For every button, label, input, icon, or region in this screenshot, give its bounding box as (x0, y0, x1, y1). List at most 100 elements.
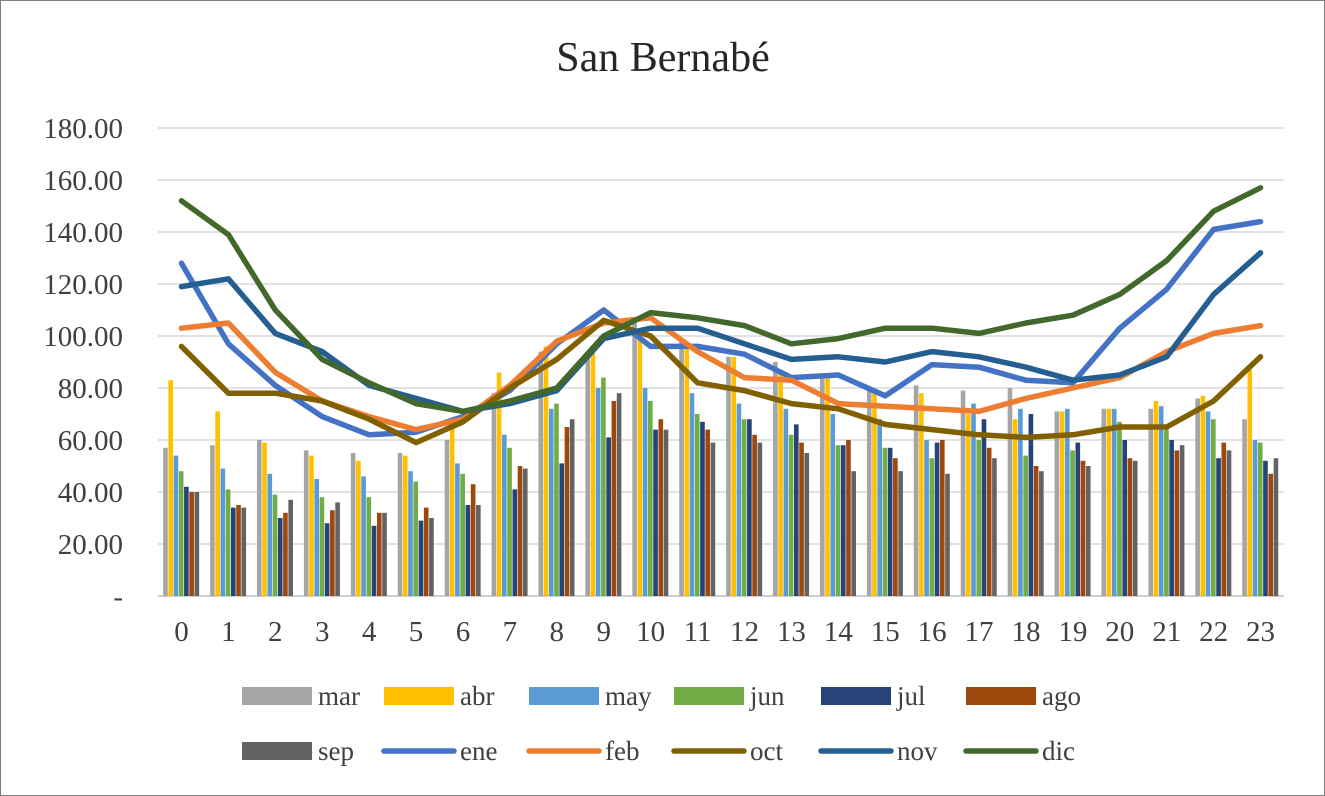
bar-ago-0 (189, 492, 194, 596)
bar-mar-22 (1195, 398, 1200, 596)
x-tick-label: 15 (871, 616, 900, 648)
bar-ago-23 (1268, 473, 1274, 596)
x-tick-label: 10 (636, 616, 665, 648)
legend-swatch (674, 687, 744, 705)
bar-abr-5 (402, 455, 408, 596)
bar-jul-14 (840, 445, 846, 596)
bar-mar-6 (444, 440, 450, 596)
bar-ago-4 (376, 512, 382, 596)
bar-abr-15 (872, 393, 877, 596)
bar-abr-1 (215, 411, 220, 596)
bar-may-11 (689, 393, 695, 596)
bar-ago-8 (564, 427, 570, 596)
bar-ago-1 (236, 505, 241, 596)
bar-sep-17 (992, 458, 997, 596)
bar-ago-3 (330, 510, 335, 596)
bar-ago-11 (705, 429, 711, 596)
legend-label: oct (750, 736, 783, 766)
x-tick-label: 7 (503, 616, 518, 648)
bar-may-18 (1018, 408, 1023, 596)
bar-jun-13 (788, 434, 794, 596)
bar-sep-16 (945, 473, 950, 596)
bar-jul-5 (418, 520, 424, 596)
bar-sep-12 (757, 442, 763, 596)
legend-item-feb: feb (526, 736, 639, 766)
bar-jun-15 (882, 447, 888, 596)
bar-jul-1 (230, 507, 236, 596)
bar-may-5 (408, 471, 413, 596)
bar-jun-6 (460, 473, 465, 596)
bar-ago-17 (986, 447, 992, 596)
bar-ago-20 (1127, 458, 1133, 596)
bar-ago-16 (939, 440, 945, 596)
line-series-dic (178, 185, 1264, 415)
bar-sep-3 (335, 502, 340, 596)
y-tick-label: 40.00 (58, 477, 123, 509)
bar-ago-9 (611, 401, 617, 596)
bar-jun-4 (366, 497, 372, 596)
bar-jul-7 (512, 489, 518, 596)
y-tick-label: 140.00 (43, 217, 123, 249)
bar-jul-11 (700, 421, 705, 596)
bar-may-12 (736, 403, 742, 596)
bar-mar-20 (1101, 408, 1107, 596)
bar-jul-15 (887, 447, 893, 596)
bar-sep-14 (851, 471, 856, 596)
legend-item-may: may (529, 681, 652, 711)
bar-jun-11 (694, 414, 700, 596)
x-tick-label: 21 (1152, 616, 1181, 648)
bar-mar-9 (585, 354, 591, 596)
bar-may-16 (924, 440, 929, 596)
bar-mar-10 (632, 323, 637, 596)
bar-abr-6 (449, 427, 455, 596)
legend-item-oct: oct (671, 736, 783, 766)
bar-sep-5 (429, 518, 434, 596)
bar-jun-12 (741, 419, 747, 596)
bar-mar-17 (960, 390, 966, 596)
bar-may-1 (220, 468, 226, 596)
y-tick-label: 80.00 (58, 373, 123, 405)
legend-item-jul: jul (821, 681, 926, 711)
bar-may-13 (783, 408, 789, 596)
bar-may-0 (173, 455, 179, 596)
bar-sep-23 (1273, 458, 1279, 596)
bar-abr-21 (1153, 401, 1159, 596)
bar-sep-8 (569, 419, 575, 596)
bar-abr-0 (168, 380, 174, 596)
x-tick-label: 2 (268, 616, 283, 648)
x-tick-label: 0 (174, 616, 189, 648)
bar-may-3 (314, 479, 319, 596)
bar-abr-14 (825, 375, 830, 596)
bar-mar-16 (913, 385, 919, 596)
legend-label: dic (1042, 736, 1075, 766)
bar-series-jul (184, 414, 1268, 596)
bar-abr-17 (965, 414, 971, 596)
bar-mar-0 (163, 447, 168, 596)
bar-sep-10 (663, 429, 669, 596)
bar-mar-14 (819, 375, 825, 596)
bar-jul-19 (1075, 442, 1081, 596)
bar-jun-0 (178, 471, 184, 596)
bar-jul-2 (277, 518, 283, 596)
bar-sep-9 (616, 393, 622, 596)
x-tick-label: 19 (1058, 616, 1087, 648)
legend-item-dic: dic (963, 736, 1075, 766)
bar-jul-6 (465, 505, 471, 596)
y-tick-label: 100.00 (43, 321, 123, 353)
bar-mar-8 (538, 351, 544, 596)
bar-jul-4 (371, 525, 377, 596)
bar-abr-4 (356, 460, 361, 596)
bar-jul-3 (324, 523, 330, 596)
legend-item-nov: nov (818, 736, 938, 766)
bar-sep-20 (1132, 460, 1138, 596)
bar-abr-18 (1012, 419, 1018, 596)
bar-abr-7 (496, 372, 502, 596)
bar-ago-15 (893, 458, 898, 596)
bar-ago-10 (658, 419, 664, 596)
bar-sep-21 (1179, 445, 1185, 596)
legend-swatch (384, 687, 454, 705)
bar-jun-8 (554, 403, 559, 596)
x-tick-label: 22 (1199, 616, 1228, 648)
legend-swatch (242, 742, 312, 760)
legend-label: ene (460, 736, 497, 766)
